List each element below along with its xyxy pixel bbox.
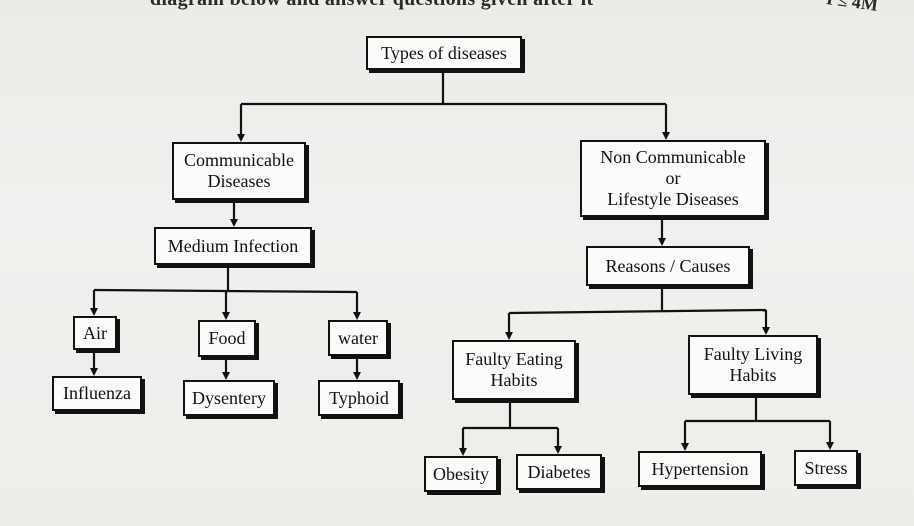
node-label: Hypertension	[651, 458, 749, 479]
node-label: Air	[83, 322, 107, 343]
node-medium-infection: Medium Infection	[154, 227, 312, 265]
node-faulty-eating-habits: Faulty Eating Habits	[452, 340, 576, 400]
node-water: water	[328, 320, 388, 356]
node-label: Stress	[804, 457, 848, 478]
node-non-communicable-diseases: Non Communicable or Lifestyle Diseases	[580, 140, 766, 217]
node-label-line-3: Lifestyle Diseases	[607, 189, 739, 209]
node-label: Food	[208, 328, 246, 348]
node-hypertension: Hypertension	[638, 451, 762, 487]
node-faulty-living-habits: Faulty Living Habits	[688, 335, 818, 395]
node-label-line-2: Diseases	[207, 171, 271, 191]
node-label-line-2: Habits	[729, 365, 777, 385]
node-air: Air	[73, 316, 117, 350]
node-stress: Stress	[794, 450, 858, 486]
node-label: Reasons / Causes	[605, 255, 731, 276]
node-reasons-causes: Reasons / Causes	[586, 246, 750, 286]
node-typhoid: Typhoid	[318, 380, 400, 416]
node-label: water	[338, 327, 378, 348]
node-dysentery: Dysentery	[183, 380, 275, 416]
node-label: Influenza	[63, 383, 131, 403]
node-influenza: Influenza	[52, 376, 142, 411]
node-food: Food	[198, 320, 256, 357]
node-obesity: Obesity	[424, 456, 498, 492]
node-label: Obesity	[433, 463, 489, 484]
node-communicable-diseases: Communicable Diseases	[172, 142, 306, 200]
question-header-text: diagram below and answer questions given…	[150, 0, 770, 11]
node-label: Types of diseases	[381, 42, 507, 63]
node-types-of-diseases: Types of diseases	[366, 36, 522, 70]
node-label-line-1: Faulty Eating	[465, 349, 563, 369]
node-diabetes: Diabetes	[516, 454, 602, 490]
node-label: Dysentery	[192, 387, 266, 408]
node-label: Typhoid	[329, 387, 389, 408]
node-label-line-2: or	[665, 168, 681, 188]
node-label-line-1: Non Communicable	[600, 147, 746, 167]
node-label: Diabetes	[527, 461, 591, 482]
connector-reasons-hbar	[508, 308, 767, 315]
node-label-line-1: Faulty Living	[703, 344, 803, 364]
node-label-line-2: Habits	[490, 370, 538, 390]
node-label-line-1: Communicable	[184, 150, 294, 170]
node-label: Medium Infection	[167, 235, 299, 256]
